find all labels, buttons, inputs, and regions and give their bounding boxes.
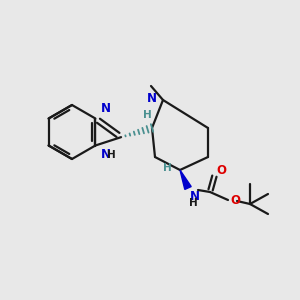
Polygon shape (180, 170, 191, 189)
Text: H: H (107, 151, 116, 160)
Text: N: N (100, 103, 110, 116)
Text: H: H (163, 163, 172, 173)
Text: O: O (216, 164, 226, 176)
Text: O: O (230, 194, 240, 206)
Text: N: N (190, 190, 200, 203)
Text: N: N (147, 92, 157, 104)
Text: N: N (100, 148, 110, 161)
Text: H: H (189, 198, 198, 208)
Text: H: H (142, 110, 152, 120)
